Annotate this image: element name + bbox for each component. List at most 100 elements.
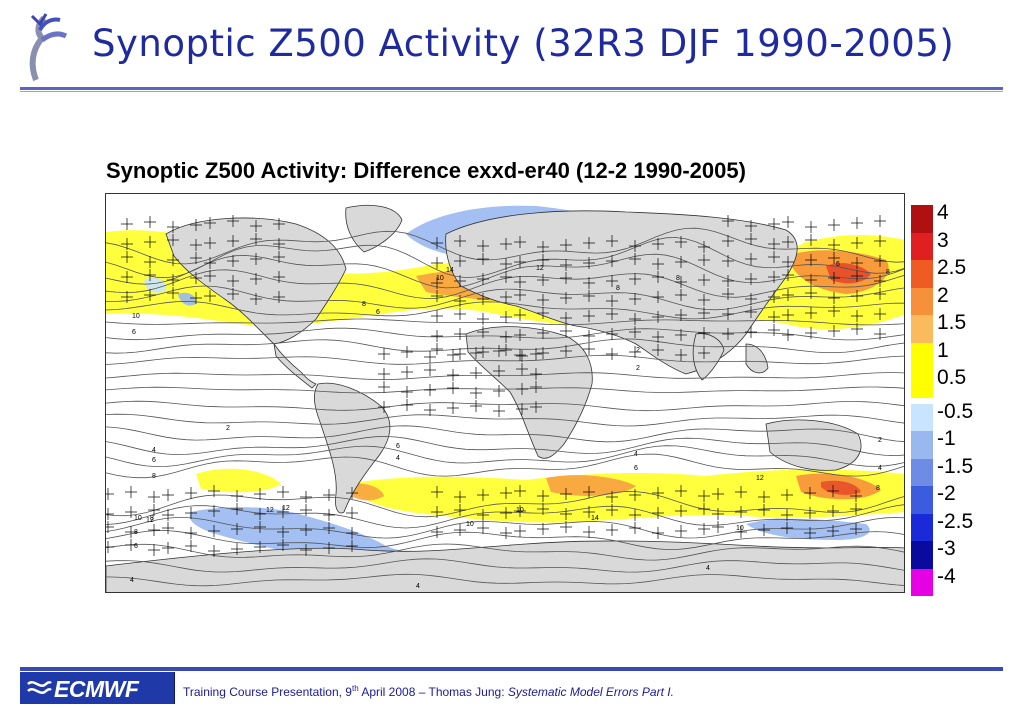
contour-line: [106, 386, 904, 394]
contour-label: 4: [878, 465, 882, 472]
contour-label: 14: [446, 267, 454, 274]
contour-label: 10: [132, 313, 140, 320]
contour-label: 12: [756, 475, 764, 482]
nh-negative-west-2: [178, 292, 197, 306]
legend-swatch-negative: [911, 486, 933, 514]
map-panel: 10 6 4 6 8 10 8 6 8 8 6 6 4 10 4 6 2 2 12 14 8 8 2 4 8 4 4 4 10 12 2 12…: [105, 193, 905, 593]
legend-swatch-positive: [911, 260, 933, 288]
contour-label: 8: [134, 529, 138, 536]
greenland: [345, 204, 403, 253]
contour-line: [106, 543, 904, 561]
contour-label: 6: [376, 309, 380, 316]
contour-label: 2: [226, 425, 230, 432]
legend-swatch-positive: [911, 370, 933, 398]
legend-swatch-positive: [911, 342, 933, 370]
contour-line: [106, 558, 904, 573]
legend-label: 1: [937, 338, 949, 362]
contour-label: 10: [466, 521, 474, 528]
australia: [765, 419, 862, 471]
contour-label: 2: [636, 347, 640, 354]
legend-swatch-positive: [911, 232, 933, 260]
contour-label: 8: [150, 515, 154, 522]
title-divider-thin: [20, 91, 1003, 92]
legend-label: 1.5: [937, 311, 967, 334]
footer-text-em: Systematic Model Errors Part I.: [507, 685, 674, 699]
contour-line: [106, 413, 904, 427]
footer-logo-box: ECMWF: [20, 672, 175, 704]
contour-line: [106, 436, 904, 457]
africa: [465, 326, 593, 459]
india: [692, 333, 725, 381]
title-divider: [20, 87, 1003, 90]
contour-label: 2: [636, 365, 640, 372]
legend-label: 0.5: [937, 366, 967, 389]
legend-label: -2: [937, 482, 956, 505]
sh-orange-core-1: [546, 475, 636, 496]
contour-label: 8: [362, 301, 366, 308]
contour-label: 12: [266, 507, 274, 514]
contour-label: 12: [536, 265, 544, 272]
legend-swatch-negative: [911, 431, 933, 459]
footer-logo-text: ECMWF: [54, 676, 139, 702]
contour-line: [106, 573, 904, 587]
world-map: 10 6 4 6 8 10 8 6 8 8 6 6 4 10 4 6 2 2 12 14 8 8 2 4 8 4 4 4 10 12 2 12…: [106, 194, 904, 592]
contour-line: [106, 354, 904, 365]
central-america: [273, 343, 317, 389]
legend-label: -3: [937, 537, 956, 560]
contour-line: [106, 372, 904, 380]
legend-swatch-negative: [911, 458, 933, 486]
contour-line: [106, 285, 904, 311]
chart-title: Synoptic Z500 Activity: Difference exxd-…: [106, 158, 746, 183]
contour-label: 6: [396, 443, 400, 450]
legend-swatch-positive: [911, 205, 933, 233]
contour-label: 4: [706, 565, 710, 572]
legend-label: -2.5: [937, 509, 974, 533]
legend-label: 2: [937, 283, 949, 307]
contour-label: 12: [146, 517, 154, 524]
contour-label: 2: [878, 437, 882, 444]
footer-text-sup: th: [351, 684, 359, 693]
contour-label: 8: [886, 269, 890, 276]
significance-hatching: [106, 215, 886, 557]
contour-label: 6: [132, 329, 136, 336]
legend-swatch-negative: [911, 403, 933, 431]
footer-divider: [20, 667, 1003, 671]
contour-label: 6: [152, 457, 156, 464]
slide-title: Synoptic Z500 Activity (32R3 DJF 1990-20…: [92, 22, 955, 65]
legend-label: 4: [937, 201, 949, 224]
contour-line: [106, 445, 904, 468]
contour-label: 14: [591, 515, 599, 522]
legend-swatch-negative: [911, 541, 933, 569]
sh-positive-band: [196, 468, 281, 493]
ecmwf-wave-icon: [27, 681, 52, 694]
contour-line: [106, 516, 904, 539]
contour-label: 10: [436, 275, 444, 282]
legend-swatch-positive: [911, 287, 933, 315]
legend-swatch-negative: [911, 513, 933, 541]
legend-label: -4: [937, 564, 956, 588]
legend-label: 3: [937, 228, 949, 252]
footer-text-mid: April 2008 – Thomas Jung:: [358, 685, 508, 699]
legend-label: -1.5: [937, 454, 974, 478]
contour-label: 4: [634, 451, 638, 458]
legend-label: -0.5: [937, 399, 974, 423]
contour-line: [106, 453, 904, 479]
contour-label: 4: [416, 583, 420, 590]
contour-line: [106, 400, 904, 412]
footer-text-prefix: Training Course Presentation, 9: [183, 685, 352, 699]
legend-label: 2.5: [937, 256, 967, 279]
contour-label: 4: [130, 577, 134, 584]
color-legend: 4 3 2.5 2 1.5 1 0.5 -0.5 -1 -1.5 -2 -2.5 -3 -4: [911, 201, 1011, 596]
ecmwf-bird-logo-icon: [29, 13, 68, 82]
contour-label: 8: [676, 275, 680, 282]
sh-red-core-2: [821, 480, 861, 495]
legend-label: -1: [937, 427, 956, 450]
contour-label: 4: [152, 447, 156, 454]
contour-label: 8: [876, 485, 880, 492]
contour-label: 6: [836, 261, 840, 268]
contour-label: 10: [134, 515, 142, 522]
footer-caption: Training Course Presentation, 9th April …: [183, 684, 674, 699]
contour-label: 8: [152, 473, 156, 480]
nh-negative-west: [144, 277, 167, 293]
contour-label: 10: [516, 507, 524, 514]
